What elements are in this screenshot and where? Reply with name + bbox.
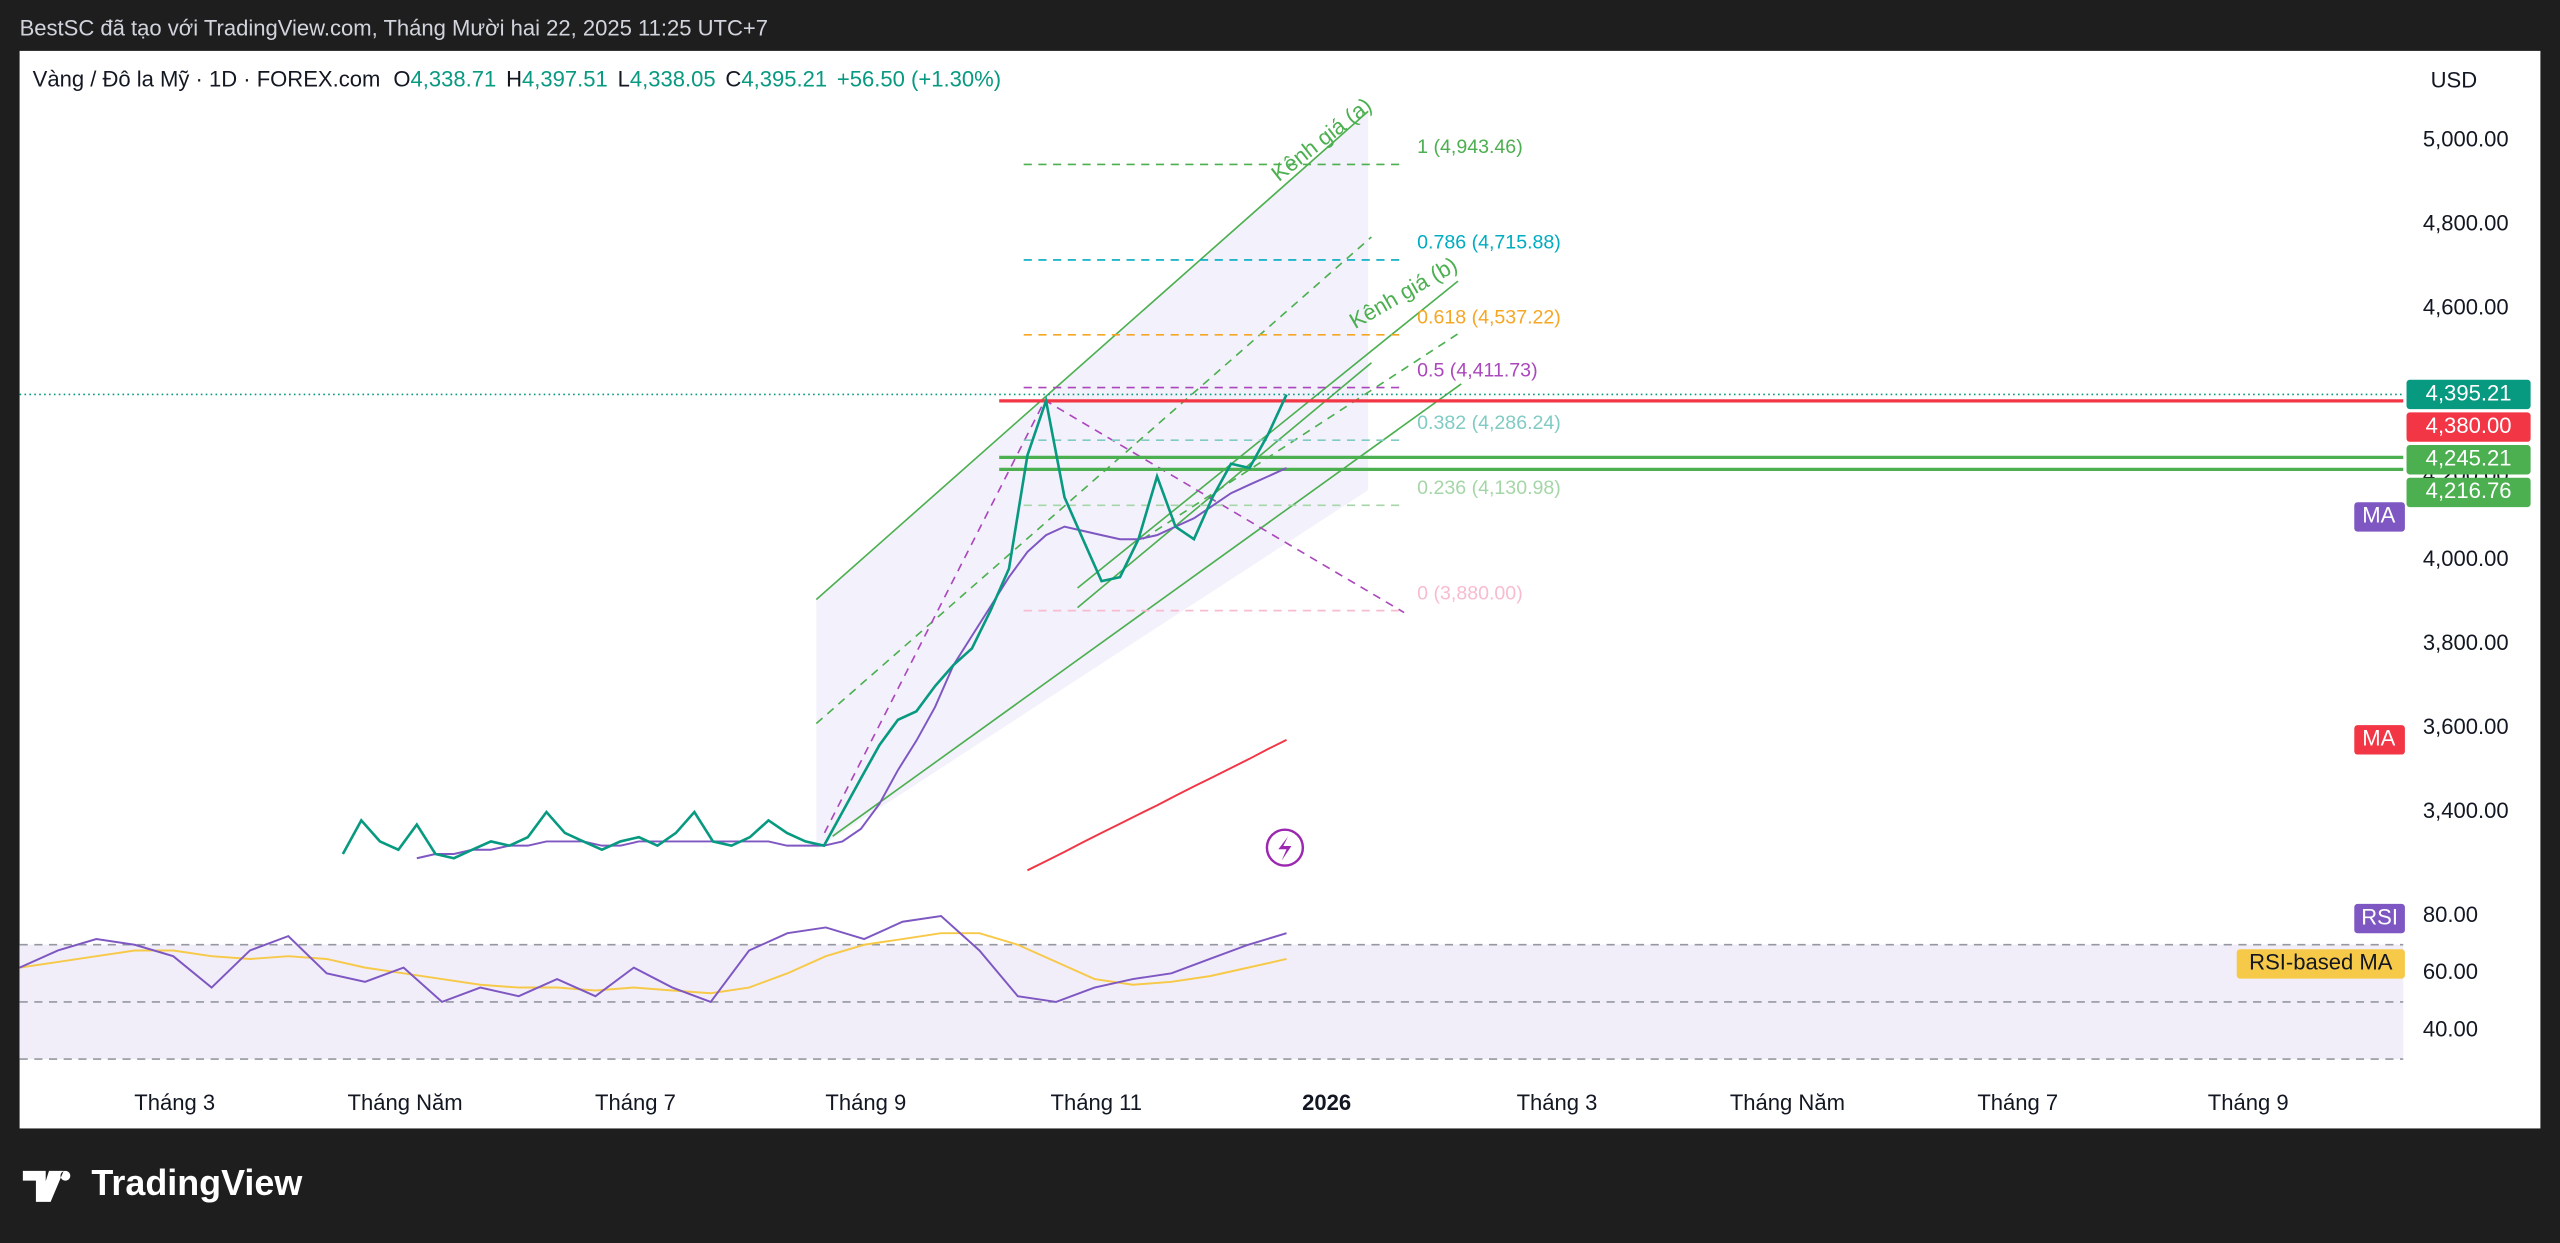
axis-price-label	[2406, 412, 2531, 442]
rsi-ma-line	[19, 932, 1287, 995]
symbol-title: Vàng / Đô la Mỹ · 1D · FOREX.com O4,338.7…	[33, 66, 1001, 91]
x-tick-label: Tháng Năm	[1730, 1090, 1845, 1115]
rsi-tick-label: 40.00	[2423, 1016, 2478, 1041]
y-tick-label: 4,000.00	[2423, 546, 2509, 571]
ohlc-value: 4,338.71	[411, 66, 497, 91]
x-tick-label: Tháng 9	[825, 1090, 906, 1115]
rsi-tick-label: 80.00	[2423, 902, 2478, 927]
ohlc-value: 4,338.05	[630, 66, 716, 91]
fib-label: 1 (4,943.46)	[1417, 136, 1523, 158]
y-tick-label: 4,600.00	[2423, 294, 2509, 319]
ma-badge	[2354, 502, 2405, 532]
currency[interactable]: USD	[2431, 68, 2478, 93]
y-tick-label: 3,400.00	[2423, 798, 2509, 823]
axis-price-label	[2406, 379, 2531, 410]
rsi-tick-label: 60.00	[2423, 959, 2478, 984]
ma-line	[416, 467, 1287, 860]
currency-box[interactable]	[2413, 59, 2531, 105]
y-tick-label: 3,600.00	[2423, 714, 2509, 739]
rsi-badge-text: RSI	[2361, 904, 2398, 929]
x-tick-label: Tháng 9	[2208, 1090, 2289, 1115]
ma-badge-text: MA	[2362, 503, 2395, 528]
top-bar: BestSC đã tạo với TradingView.com, Tháng…	[20, 15, 768, 40]
x-tick-label: Tháng 7	[1977, 1090, 2058, 1115]
x-tick-label: Tháng Năm	[348, 1090, 463, 1115]
axis-price-text: 4,380.00	[2426, 413, 2512, 438]
rsi-badge	[2354, 903, 2405, 934]
ma-badge-text: MA	[2362, 726, 2395, 751]
rsi-badge	[2236, 949, 2405, 979]
x-tick-label: Tháng 3	[134, 1090, 215, 1115]
ohlc-key: H	[506, 66, 522, 91]
price-line-series	[341, 394, 1288, 860]
ohlc-key: C	[725, 66, 741, 91]
fib-label: 0.382 (4,286.24)	[1417, 412, 1561, 434]
fib-label: 0.786 (4,715.88)	[1417, 232, 1561, 254]
x-tick-label: Tháng 11	[1051, 1090, 1142, 1115]
fib-label: 0.236 (4,130.98)	[1417, 477, 1561, 499]
logo	[22, 1170, 71, 1202]
brand: TradingView	[91, 1162, 302, 1203]
axis-price-label	[2406, 445, 2531, 475]
ohlc-value: 4,395.21	[741, 66, 827, 91]
fib-label: 0.618 (4,537.22)	[1417, 307, 1561, 329]
axis-price-text: 4,245.21	[2426, 446, 2512, 471]
fib-label: 0 (3,880.00)	[1417, 582, 1523, 604]
x-tick-label: Tháng 7	[595, 1090, 676, 1115]
ohlc-key: O	[393, 66, 410, 91]
ma-line	[1026, 738, 1287, 872]
axis-price-text: 4,395.21	[2426, 380, 2512, 405]
y-tick-label: 3,800.00	[2423, 630, 2509, 655]
ohlc-value: 4,397.51	[522, 66, 608, 91]
event-bolt	[1278, 836, 1292, 861]
ma-badge	[2354, 725, 2405, 755]
change: +56.50 (+1.30%)	[837, 66, 1001, 91]
x-tick-label: 2026	[1302, 1090, 1351, 1115]
axis-price-text: 4,216.76	[2426, 478, 2512, 503]
fib-label: 0.5 (4,411.73)	[1417, 359, 1537, 381]
rsi-badge-text: RSI-based MA	[2249, 950, 2393, 975]
rsi-line	[19, 914, 1287, 1004]
ohlc-key: L	[618, 66, 630, 91]
symbol-title: Vàng / Đô la Mỹ · 1D · FOREX.com	[33, 66, 381, 91]
x-tick-label: Tháng 3	[1517, 1090, 1598, 1115]
axis-price-label	[2406, 477, 2531, 508]
y-tick-label: 4,800.00	[2423, 210, 2509, 235]
y-tick-label: 5,000.00	[2423, 127, 2509, 152]
